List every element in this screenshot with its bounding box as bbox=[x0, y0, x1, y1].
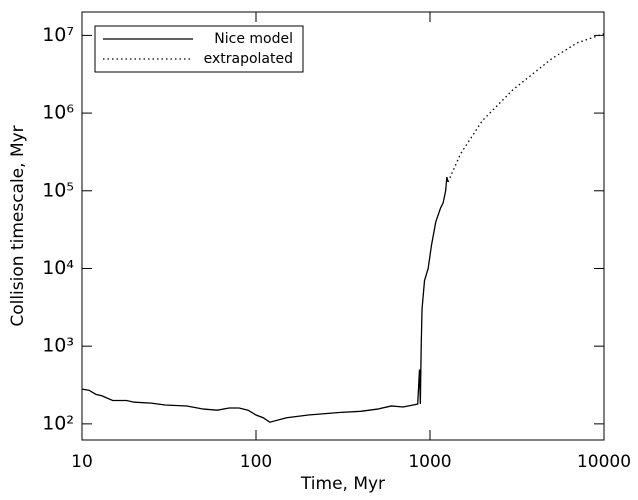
y-axis-label: Collision timescale, Myr bbox=[8, 125, 28, 326]
legend-label: Nice model bbox=[214, 31, 293, 47]
y-tick-label: 10² bbox=[42, 412, 74, 434]
y-tick-label: 10⁵ bbox=[42, 179, 74, 201]
legend-box bbox=[94, 25, 304, 73]
x-tick-label: 10 bbox=[71, 452, 93, 472]
x-axis-label: Time, Myr bbox=[300, 474, 385, 494]
y-tick-label: 10⁷ bbox=[42, 24, 74, 46]
y-tick-label: 10⁴ bbox=[42, 257, 74, 279]
data-line bbox=[447, 33, 605, 183]
legend-label: extrapolated bbox=[204, 51, 293, 67]
plot-frame bbox=[81, 11, 605, 441]
x-tick-label: 100 bbox=[240, 452, 272, 472]
x-tick-label: 10000 bbox=[577, 452, 631, 472]
y-tick-label: 10⁶ bbox=[42, 102, 74, 124]
y-tick-label: 10³ bbox=[42, 335, 74, 357]
x-tick-label: 1000 bbox=[408, 452, 451, 472]
data-line bbox=[81, 176, 449, 423]
